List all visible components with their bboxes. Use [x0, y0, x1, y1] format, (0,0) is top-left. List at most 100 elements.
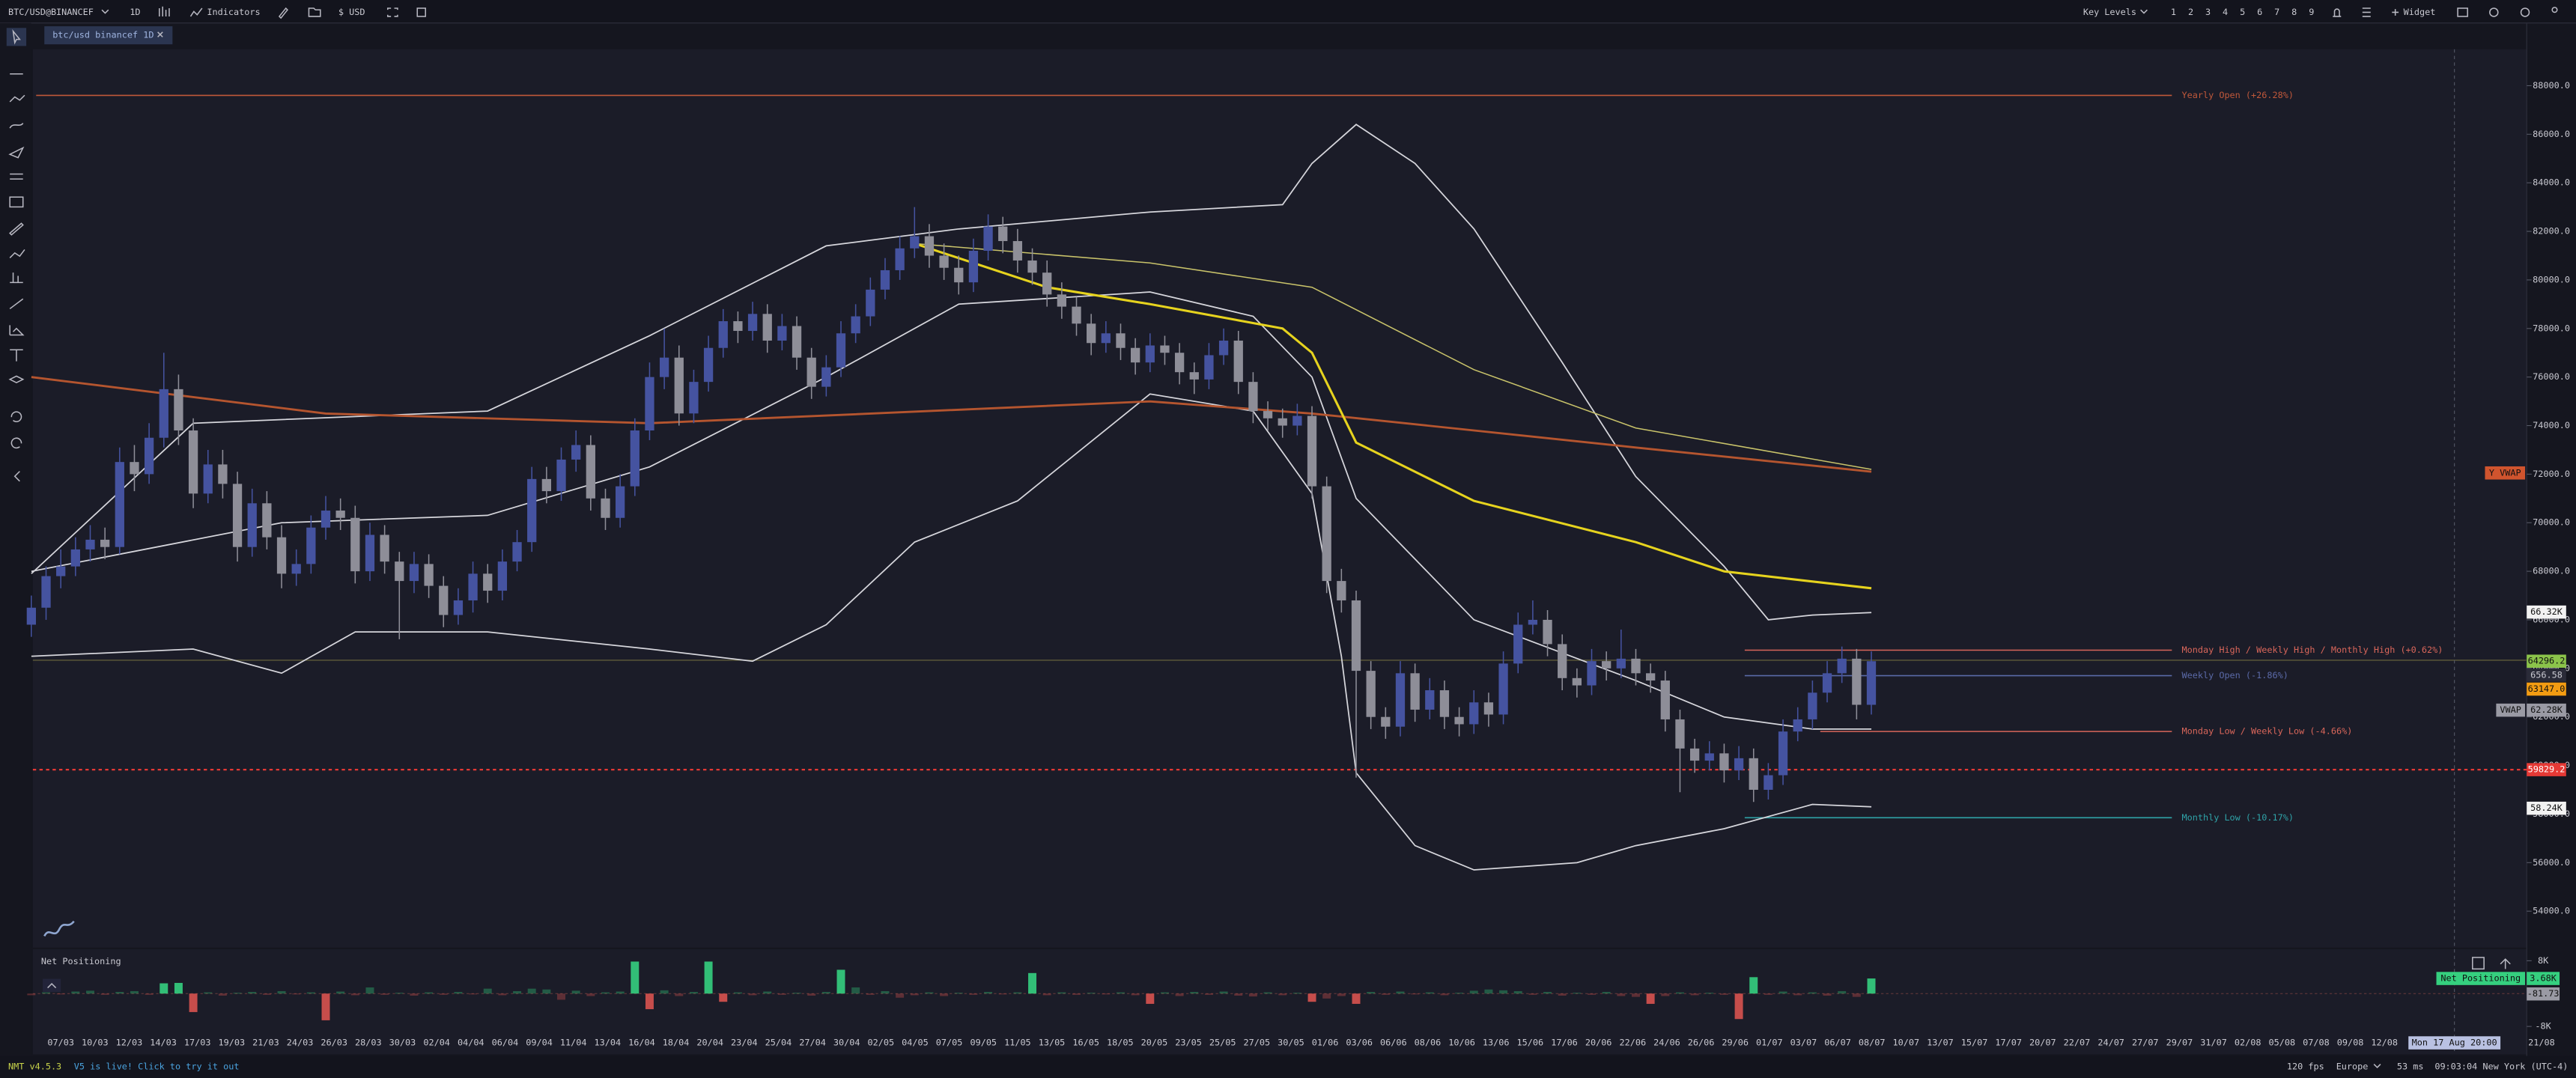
x-tick-label: 10/07: [1893, 1038, 1920, 1048]
net-bar: [1749, 977, 1758, 994]
draw-icon[interactable]: [278, 7, 288, 19]
y-tick-label: 72000.0: [2533, 469, 2570, 479]
x-tick-label: 12/03: [116, 1038, 143, 1048]
net-bar: [1160, 992, 1169, 994]
candle-body: [1572, 677, 1582, 686]
move-pane[interactable]: [2500, 958, 2511, 969]
candle-body: [1749, 758, 1758, 791]
tool-rect[interactable]: [9, 196, 24, 208]
tool-curve[interactable]: [9, 123, 24, 129]
candle-body: [718, 321, 728, 348]
candle-body: [144, 437, 154, 475]
layout-button[interactable]: 1: [2171, 7, 2176, 17]
tool-chart[interactable]: [9, 249, 25, 258]
fullscreen-icon[interactable]: [386, 7, 398, 17]
indicator-line: [914, 242, 1872, 590]
x-tick-label: 30/05: [1278, 1038, 1304, 1048]
dropdown-icon[interactable]: [2140, 9, 2148, 14]
candle-body: [159, 389, 168, 438]
candle-body: [806, 357, 816, 387]
currency[interactable]: $ USD: [338, 7, 365, 17]
tool-brush[interactable]: [9, 222, 24, 236]
user-icon[interactable]: [2551, 7, 2558, 13]
net-bar: [189, 993, 198, 1012]
layout-button[interactable]: 3: [2205, 7, 2211, 17]
v5-notice[interactable]: V5 is live! Click to try it out: [74, 1061, 240, 1071]
x-tick-label: 02/05: [868, 1038, 895, 1048]
net-bar: [1072, 993, 1081, 995]
collapse-icon[interactable]: [47, 982, 57, 989]
dropdown-icon[interactable]: [2373, 1064, 2381, 1069]
tool-text[interactable]: [10, 349, 23, 362]
net-title: Net Positioning: [41, 956, 121, 966]
net-bar: [689, 992, 698, 994]
cursor-icon[interactable]: [12, 29, 21, 45]
add-icon[interactable]: [2392, 9, 2399, 16]
candle-body: [335, 511, 345, 518]
layout-button[interactable]: 5: [2240, 7, 2245, 17]
alerts-icon[interactable]: [2333, 8, 2342, 17]
layout-button[interactable]: 8: [2291, 7, 2297, 17]
tool-ruler[interactable]: [9, 298, 24, 310]
maximize-pane[interactable]: [2472, 957, 2485, 970]
x-tick-label: 26/03: [321, 1038, 347, 1048]
net-bar: [1411, 993, 1420, 995]
x-tick-label: 29/06: [1722, 1038, 1749, 1048]
tab-close[interactable]: [157, 31, 163, 37]
net-bar: [527, 988, 536, 994]
tool-collapse[interactable]: [13, 471, 20, 482]
x-tick-label: 04/05: [902, 1038, 929, 1048]
layout-button[interactable]: 2: [2188, 7, 2193, 17]
x-tick-label: 08/07: [1859, 1038, 1886, 1048]
candle-body: [1160, 345, 1170, 353]
x-tick-label: 13/06: [1483, 1038, 1510, 1048]
interval[interactable]: 1D: [130, 7, 140, 17]
net-bar: [42, 992, 51, 994]
camera-icon[interactable]: [2457, 7, 2468, 17]
candle-body: [733, 321, 743, 332]
net-bar: [483, 988, 492, 994]
tool-path[interactable]: [9, 94, 25, 103]
snapshot-icon[interactable]: [416, 7, 426, 17]
collapse-pane[interactable]: [43, 978, 61, 993]
candle-body: [1366, 671, 1376, 717]
tool-measure[interactable]: [9, 325, 25, 336]
indicators-icon[interactable]: [189, 7, 203, 17]
tab[interactable]: [44, 26, 173, 45]
net-bar: [1307, 993, 1316, 1002]
x-tick-label: 18/05: [1107, 1038, 1134, 1048]
theme-icon[interactable]: [2520, 7, 2530, 17]
layout-button[interactable]: 7: [2274, 7, 2279, 17]
candle-body: [1513, 624, 1523, 664]
layout-button[interactable]: 6: [2257, 7, 2262, 17]
tool-hline[interactable]: [10, 173, 23, 180]
net-bar: [365, 987, 374, 994]
indicators[interactable]: Indicators: [207, 7, 260, 17]
candle-body: [1057, 294, 1067, 307]
layout-button[interactable]: 9: [2309, 7, 2314, 17]
region[interactable]: Europe: [2336, 1061, 2369, 1071]
cursor-tool[interactable]: [6, 28, 27, 46]
layout-button[interactable]: 4: [2223, 7, 2228, 17]
crosshair-tag: [2408, 1036, 2501, 1050]
tool-redo[interactable]: [10, 437, 22, 449]
tool-undo[interactable]: [10, 411, 22, 423]
tab-title[interactable]: btc/usd binancef 1D: [52, 30, 154, 40]
net-bar: [1646, 993, 1655, 1004]
chart-type-icon[interactable]: [159, 6, 170, 16]
net-bar: [498, 993, 507, 996]
key-levels[interactable]: Key Levels: [2083, 7, 2136, 17]
net-bar: [336, 991, 345, 994]
candle-body: [1337, 581, 1346, 601]
tool-layers[interactable]: [8, 375, 25, 384]
symbol[interactable]: BTC/USD@BINANCEF: [8, 7, 94, 17]
widget[interactable]: Widget: [2404, 7, 2436, 17]
folder-icon[interactable]: [308, 7, 321, 17]
dropdown-icon[interactable]: [101, 9, 109, 14]
tool-bars[interactable]: [10, 272, 23, 284]
list-icon[interactable]: [2362, 7, 2371, 17]
candle-body: [762, 314, 772, 341]
tool-send[interactable]: [8, 146, 25, 159]
x-tick-label: 20/04: [696, 1038, 723, 1048]
settings-icon[interactable]: [2489, 7, 2499, 17]
